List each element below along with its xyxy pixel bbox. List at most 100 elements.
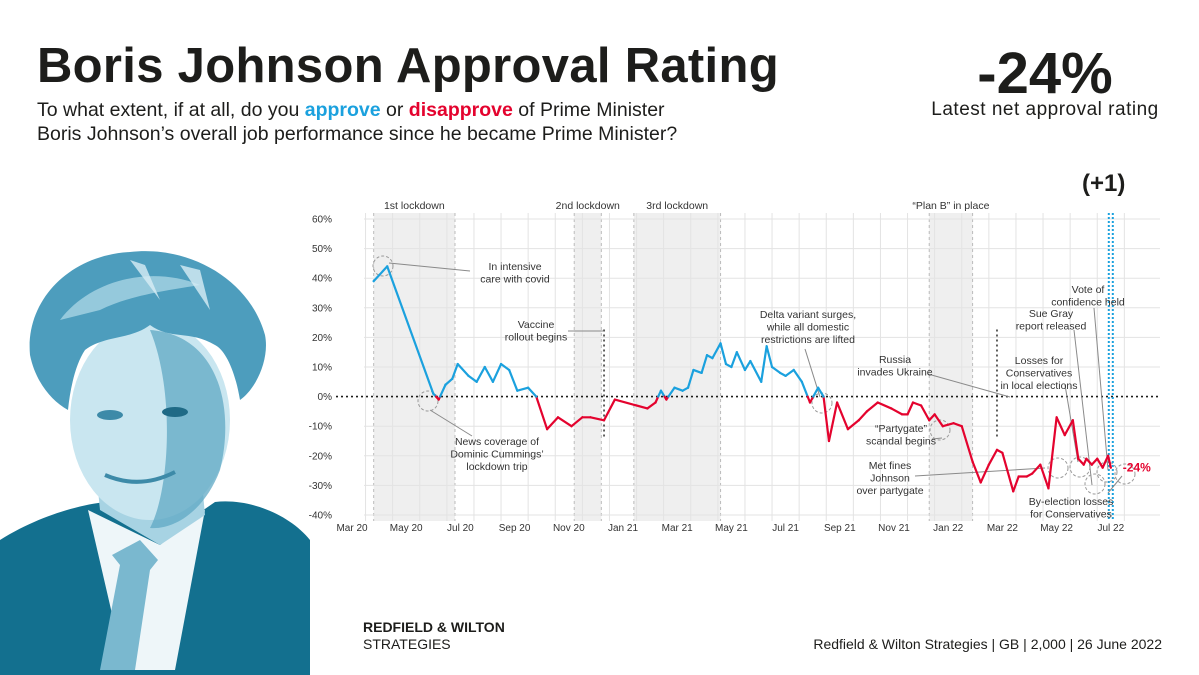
data-point [646, 407, 649, 410]
series-segment [743, 359, 752, 372]
series-segment [808, 395, 815, 404]
data-point [760, 380, 763, 383]
annotation-circle [372, 255, 394, 277]
y-tick-label: -20% [309, 451, 332, 462]
series-segment [933, 413, 944, 428]
subtitle-text: To what extent, if at all, do you [37, 99, 305, 121]
data-point [792, 368, 795, 372]
series-segment [646, 401, 657, 410]
annotation-text: Vaccine [518, 319, 555, 331]
data-point [941, 425, 944, 428]
data-point [456, 362, 459, 366]
subtitle-text: or [380, 99, 409, 121]
annotation-circle [1096, 461, 1118, 483]
annotation-text: invades Ukraine [857, 367, 932, 379]
data-point [995, 448, 999, 451]
annotation-text: “Partygate” [875, 423, 927, 435]
series-segment [700, 354, 709, 375]
series-segment [686, 368, 695, 389]
change-badge: (+1) [1082, 170, 1126, 197]
series-segment [749, 359, 763, 383]
headline-label: Latest net approval rating [931, 99, 1159, 120]
annotation-text: Sue Gray [1029, 308, 1074, 320]
series-segment [800, 380, 809, 398]
data-point [602, 419, 606, 422]
series-segment [987, 448, 999, 466]
data-point [1047, 487, 1050, 490]
data-point [491, 380, 495, 383]
series-segment [812, 386, 820, 398]
y-tick-label: 60% [312, 215, 332, 226]
series-segment [1106, 454, 1112, 469]
series-segment [1001, 451, 1015, 493]
subtitle-text-line2: Boris Johnson’s overall job performance … [37, 123, 678, 145]
annotation-circle [929, 419, 951, 441]
annotation-text: care with covid [480, 274, 550, 286]
series-segment [911, 401, 923, 407]
annotation-text: In intensive [488, 261, 541, 273]
data-point [1071, 419, 1074, 422]
data-point [692, 368, 695, 372]
data-point [581, 416, 584, 419]
series-segment [979, 463, 990, 484]
portrait-tie [100, 540, 158, 670]
y-tick-label: -40% [309, 511, 332, 522]
data-point [475, 380, 478, 383]
annotation-text: in local elections [1000, 380, 1077, 392]
data-point [987, 463, 990, 466]
series-segment [770, 365, 782, 375]
data-point [1025, 475, 1028, 478]
data-point [724, 362, 728, 366]
y-tick-label: 30% [312, 303, 332, 314]
data-point [857, 419, 860, 422]
latest-value-label: -24% [1123, 461, 1151, 475]
annotation-circle [1047, 457, 1069, 479]
data-point [659, 389, 663, 392]
data-point [1106, 454, 1110, 457]
series-segment [846, 419, 860, 431]
series-segment [876, 401, 893, 410]
series-segment [827, 401, 839, 443]
data-point [1077, 457, 1080, 460]
series-segment [659, 389, 666, 398]
shaded-period-label: “Plan B” in place [912, 200, 989, 212]
data-point [901, 413, 904, 416]
headline-net-approval: -24% [977, 41, 1113, 106]
series-segment [890, 407, 904, 416]
annotation-text: Dominic Cummings’ [450, 449, 543, 461]
series-segment [1101, 454, 1110, 469]
series-segment [784, 368, 795, 377]
y-tick-label: -10% [309, 422, 332, 433]
series-segment [546, 416, 560, 431]
data-point [1031, 472, 1034, 475]
series-segment [467, 374, 478, 383]
data-point [1017, 475, 1020, 478]
data-point [1001, 451, 1004, 454]
annotation-text: Russia [879, 354, 911, 366]
annotation-text: report released [1016, 321, 1087, 333]
data-point [1063, 433, 1066, 437]
subtitle-question: To what extent, if at all, do you approv… [37, 98, 837, 146]
x-tick-label: May 22 [1040, 523, 1073, 534]
series-segment [960, 425, 974, 463]
data-point [719, 342, 722, 345]
data-point [613, 398, 616, 401]
shaded-period-label: 3rd lockdown [646, 200, 708, 212]
y-tick-label: 50% [312, 244, 332, 255]
data-point [1090, 463, 1093, 466]
portrait-image [0, 251, 310, 675]
series-segment [1085, 457, 1093, 466]
data-point [749, 359, 752, 363]
series-segment [906, 401, 915, 416]
x-tick-label: Mar 20 [336, 523, 368, 534]
series-segment [1090, 457, 1099, 466]
series-segment [491, 362, 503, 383]
series-segment [438, 383, 447, 398]
x-tick-label: Sep 20 [499, 523, 531, 534]
annotation-text: scandal begins [866, 436, 936, 448]
series-segment [817, 386, 825, 398]
data-point [779, 371, 782, 375]
series-segment [475, 365, 486, 383]
data-point [1096, 457, 1099, 460]
annotation-text: Delta variant surges, [760, 309, 856, 321]
